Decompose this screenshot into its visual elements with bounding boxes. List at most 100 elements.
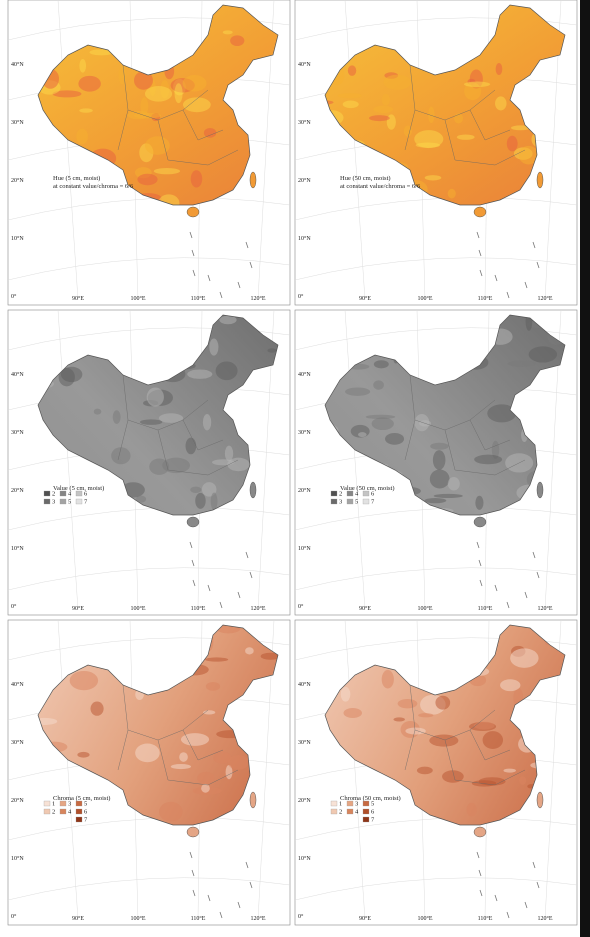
country-outline	[37, 4, 279, 206]
map-texture	[170, 764, 191, 770]
island-dash	[479, 269, 483, 277]
lat-tick-label: 20°N	[11, 487, 24, 494]
map-texture	[435, 695, 451, 710]
country-outline	[324, 624, 566, 826]
legend-label: 4	[68, 809, 72, 816]
map-texture	[424, 175, 442, 181]
island-dash	[494, 584, 498, 592]
legend-label: 2	[339, 491, 342, 498]
legend-label: 1	[339, 801, 342, 808]
lat-tick-label: 30°N	[11, 739, 24, 746]
map-texture	[225, 765, 233, 780]
map-texture	[343, 708, 362, 718]
island-dash	[219, 911, 223, 919]
map-texture	[433, 493, 463, 499]
lat-tick-label: 30°N	[298, 429, 311, 436]
taiwan	[536, 791, 544, 809]
country-outline	[324, 4, 566, 206]
map-texture	[158, 194, 180, 205]
map-panel: 90°E 100°E 110°E 120°E 40°N 30°N 20°N 10°N 0° Val…	[7, 309, 291, 616]
lon-tick-label: 90°E	[72, 295, 84, 302]
map-texture	[179, 752, 188, 762]
lat-tick-label: 40°N	[298, 681, 311, 688]
graticule	[294, 817, 578, 841]
island-dash	[524, 591, 528, 599]
island-dash	[245, 551, 249, 559]
map-texture	[371, 417, 394, 431]
island-dash	[191, 869, 195, 877]
map-texture	[345, 387, 371, 396]
lat-tick-label: 40°N	[11, 61, 24, 68]
map-texture	[144, 136, 170, 155]
map-texture	[197, 771, 215, 785]
lat-tick-label: 10°N	[298, 545, 311, 552]
map-texture	[135, 743, 160, 763]
panel-title: Hue (50 cm, moist)	[340, 175, 391, 182]
legend-label: 6	[84, 809, 88, 816]
graticule	[7, 817, 291, 841]
map-texture	[503, 768, 516, 773]
country-outline	[37, 314, 279, 516]
graticule	[344, 0, 366, 301]
map-texture	[403, 125, 412, 137]
lon-tick-label: 120°E	[250, 295, 265, 302]
legend-swatch	[330, 498, 338, 505]
map-texture	[137, 173, 158, 186]
map-texture	[219, 315, 237, 325]
taiwan	[536, 171, 544, 189]
map-texture	[456, 134, 475, 140]
map-texture	[340, 686, 351, 702]
map-texture	[153, 167, 181, 175]
legend-label: 4	[355, 809, 359, 816]
legend-swatch	[330, 808, 338, 815]
map-texture	[373, 105, 394, 114]
map-texture	[60, 366, 83, 383]
map-texture	[76, 128, 88, 145]
map-texture	[373, 380, 384, 390]
island-dash	[192, 889, 196, 897]
lat-tick-label: 0°	[298, 913, 304, 920]
panel-subtitle: at constant value/chroma = 6/6	[53, 183, 134, 190]
lon-tick-label: 120°E	[250, 915, 265, 922]
graticule	[57, 309, 79, 611]
map-texture	[230, 35, 245, 47]
lon-tick-label: 90°E	[72, 605, 84, 612]
legend-label: 6	[371, 491, 375, 498]
map-texture	[466, 802, 477, 817]
lon-tick-label: 120°E	[537, 605, 552, 612]
map-texture	[215, 361, 238, 381]
graticule	[7, 567, 291, 591]
hainan	[473, 516, 487, 528]
map-texture	[195, 492, 206, 509]
map-texture	[111, 447, 131, 465]
legend-label: 3	[339, 499, 342, 506]
map-texture	[510, 125, 530, 131]
map-texture	[69, 670, 99, 691]
map-texture	[495, 63, 503, 75]
graticule	[294, 877, 578, 901]
map-texture	[365, 414, 396, 420]
map-texture	[203, 127, 217, 138]
map-texture	[381, 93, 390, 106]
legend-swatch	[75, 490, 83, 497]
lon-tick-label: 120°E	[537, 915, 552, 922]
map-texture	[528, 346, 558, 363]
map-texture	[424, 498, 447, 504]
graticule	[294, 567, 578, 591]
lat-tick-label: 0°	[298, 603, 304, 610]
graticule	[7, 257, 291, 281]
map-texture	[136, 495, 147, 503]
map-texture	[447, 476, 460, 491]
lon-tick-label: 90°E	[359, 295, 371, 302]
island-dash	[189, 231, 193, 239]
map-texture	[393, 717, 405, 722]
lon-tick-label: 120°E	[250, 605, 265, 612]
lat-tick-label: 40°N	[11, 681, 24, 688]
map-texture	[373, 360, 389, 369]
island-dash	[237, 591, 241, 599]
map-texture	[369, 115, 390, 122]
lon-tick-label: 100°E	[130, 915, 145, 922]
island-dash	[249, 261, 253, 269]
map-texture	[500, 679, 521, 692]
graticule	[7, 877, 291, 901]
